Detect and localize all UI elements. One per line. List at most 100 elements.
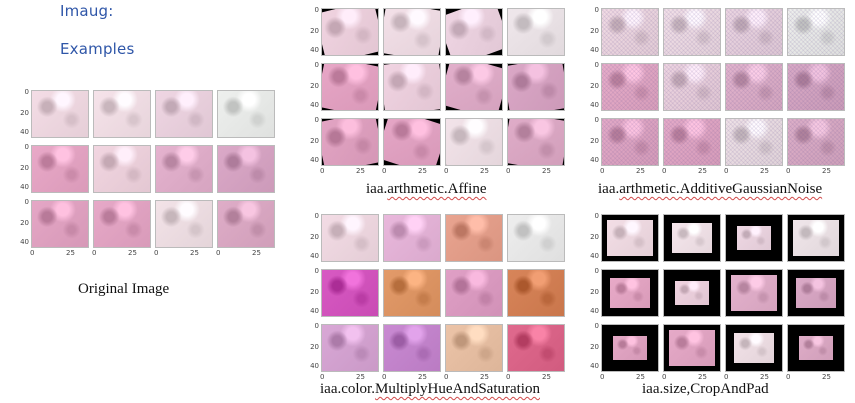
x-tick-label: 25 (636, 373, 645, 381)
subplot-cell (725, 63, 783, 111)
subplot-cell: 0 20 40 (20, 89, 89, 138)
tissue-image (601, 63, 659, 111)
subplot-cell (507, 214, 565, 262)
tissue-image (383, 118, 441, 166)
panel-crop-and-pad: 0 20 40 0 20 40 0 20 40 0 25 0 25 0 25 0 25 (585, 212, 845, 384)
y-tick-label: 0 (594, 6, 599, 14)
y-tick-label: 20 (590, 233, 599, 241)
tissue-image (507, 324, 565, 372)
panel-original-image: 0 20 40 0 20 40 0 20 40 0 25 0 25 0 25 0 25 (15, 88, 275, 260)
tissue-image (445, 214, 503, 262)
caption-original-image: Original Image (78, 281, 169, 298)
y-tick-label: 20 (310, 82, 319, 90)
tissue-image (321, 324, 379, 372)
y-tick-label: 0 (24, 198, 29, 206)
subplot-cell: 0 20 40 0 25 (20, 199, 89, 257)
tissue-image (217, 145, 275, 193)
y-tick-label: 40 (310, 362, 319, 370)
subplot-cell (383, 8, 441, 56)
y-tick-label: 20 (590, 343, 599, 351)
x-tick-label: 0 (600, 167, 605, 175)
subplot-cell: 0 25 (724, 118, 783, 175)
y-tick-label: 40 (310, 307, 319, 315)
x-tick-label: 25 (542, 373, 551, 381)
subplot-cell (217, 145, 275, 193)
x-tick-label: 0 (662, 167, 667, 175)
subplot-cell: 0 20 40 (590, 268, 659, 317)
x-tick-label: 0 (506, 167, 511, 175)
subplot-cell (93, 90, 151, 138)
tissue-image (31, 200, 89, 248)
x-tick-label: 25 (480, 373, 489, 381)
subplot-cell: 0 25 (444, 324, 503, 381)
subplot-cell: 0 20 40 0 25 (310, 323, 379, 381)
subplot-cell: 0 25 (382, 118, 441, 175)
y-tick-label: 0 (314, 116, 319, 124)
subplot-cell: 0 25 (786, 118, 845, 175)
x-tick-label: 0 (154, 249, 159, 257)
tissue-image (601, 8, 659, 56)
tissue-image (601, 324, 659, 372)
subplot-cell (217, 90, 275, 138)
subplot-cell: 0 25 (382, 324, 441, 381)
tissue-image (321, 214, 379, 262)
y-tick-label: 0 (314, 6, 319, 14)
y-tick-label: 40 (310, 156, 319, 164)
tissue-image (507, 214, 565, 262)
y-tick-label: 40 (20, 238, 29, 246)
subplot-cell: 0 20 40 0 25 (310, 117, 379, 175)
tissue-image (445, 324, 503, 372)
tissue-image (445, 8, 503, 56)
tissue-image (155, 90, 213, 138)
y-tick-label: 40 (310, 252, 319, 260)
slide-heading-subtitle: Examples (60, 40, 135, 58)
tissue-image (725, 324, 783, 372)
y-tick-label: 20 (20, 219, 29, 227)
tissue-image (663, 8, 721, 56)
y-tick-label: 20 (310, 137, 319, 145)
x-tick-label: 0 (320, 373, 325, 381)
y-tick-label: 40 (590, 46, 599, 54)
tissue-image (725, 63, 783, 111)
subplot-cell: 0 25 (506, 324, 565, 381)
y-tick-label: 20 (590, 288, 599, 296)
x-tick-label: 0 (724, 373, 729, 381)
x-tick-label: 0 (724, 167, 729, 175)
subplot-cell (445, 269, 503, 317)
tissue-image (725, 269, 783, 317)
subplot-cell: 0 25 (662, 324, 721, 381)
y-tick-label: 20 (310, 27, 319, 35)
x-tick-label: 25 (66, 249, 75, 257)
tissue-image (787, 324, 845, 372)
tissue-image (787, 118, 845, 166)
subplot-cell: 0 20 40 (310, 268, 379, 317)
subplot-cell (155, 145, 213, 193)
caption-affine-name: arthmetic.Affine (387, 181, 487, 197)
subplot-cell: 0 20 40 (20, 144, 89, 193)
tissue-image (787, 8, 845, 56)
subplot-cell (663, 269, 721, 317)
y-tick-label: 0 (314, 267, 319, 275)
panel-multiply-hue-and-saturation: 0 20 40 0 20 40 0 20 40 0 25 0 25 0 25 0 25 (305, 212, 565, 384)
x-tick-label: 0 (506, 373, 511, 381)
caption-croppad-text: iaa.size,CropAndPad (642, 381, 769, 397)
subplot-cell: 0 25 (662, 118, 721, 175)
x-tick-label: 25 (542, 167, 551, 175)
tissue-image (601, 269, 659, 317)
subplot-cell: 0 25 (92, 200, 151, 257)
x-tick-label: 25 (698, 167, 707, 175)
tissue-image (445, 269, 503, 317)
y-tick-label: 40 (590, 307, 599, 315)
subplot-cell: 0 25 (444, 118, 503, 175)
subplot-cell (507, 8, 565, 56)
y-tick-label: 20 (310, 343, 319, 351)
caption-crop-and-pad: iaa.size,CropAndPad (642, 381, 769, 398)
y-tick-label: 40 (590, 156, 599, 164)
tissue-image (155, 200, 213, 248)
subplot-cell: 0 20 40 (590, 62, 659, 111)
x-tick-label: 25 (822, 373, 831, 381)
y-tick-label: 40 (590, 101, 599, 109)
tissue-image (217, 90, 275, 138)
tissue-image (663, 118, 721, 166)
x-tick-label: 25 (418, 373, 427, 381)
